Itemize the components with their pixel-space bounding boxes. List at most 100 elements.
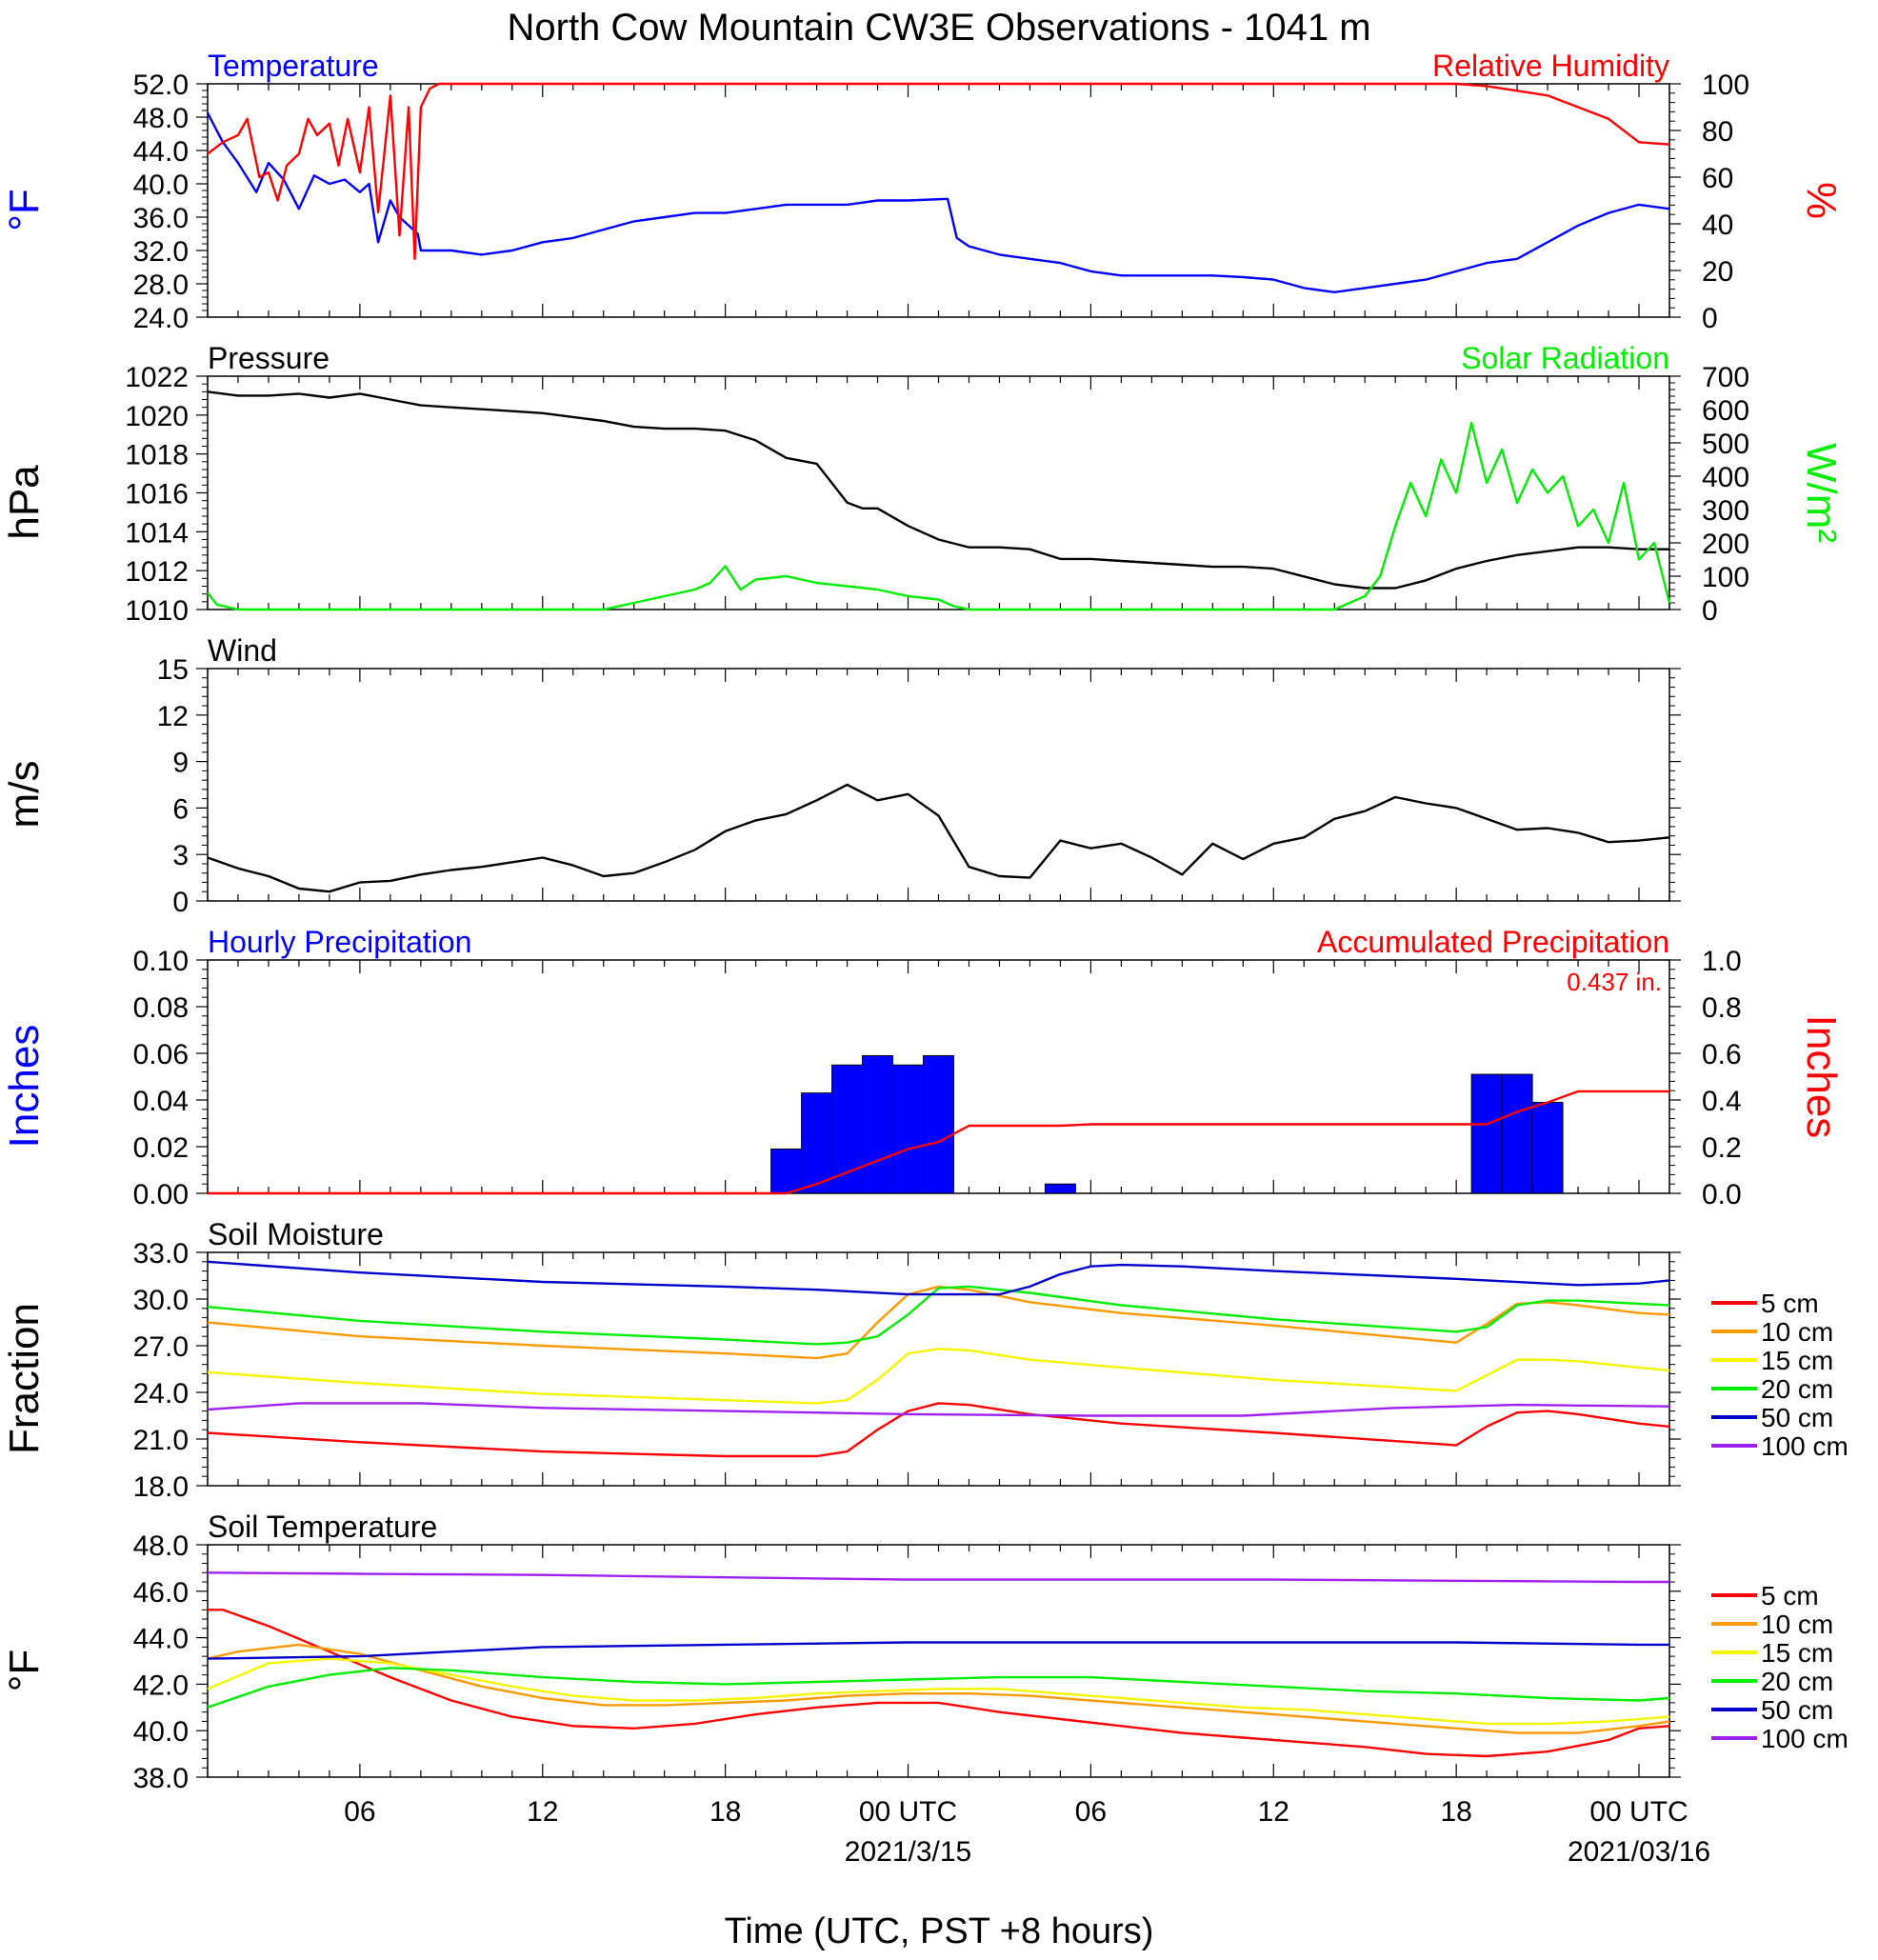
y-axis-label: m/s xyxy=(1,761,48,829)
y-tick-label: 15 xyxy=(157,654,189,686)
series-line-1 xyxy=(207,421,1671,611)
series-line-1 xyxy=(207,1285,1670,1360)
x-tick-label: 18 xyxy=(1440,1796,1471,1828)
precip-bar xyxy=(892,1064,925,1194)
series-line-0 xyxy=(207,1402,1670,1458)
y-axis-label-right: % xyxy=(1798,182,1845,219)
y-tick-label: 44.0 xyxy=(133,1624,189,1655)
series-line-1 xyxy=(207,1643,1670,1734)
y-tick-label: 0.04 xyxy=(133,1086,189,1117)
y-right-tick-label: 60 xyxy=(1702,163,1733,194)
x-tick-label: 00 UTC xyxy=(1589,1796,1688,1828)
y-tick-label: 0.00 xyxy=(133,1179,189,1210)
x-date-label: 2021/03/16 xyxy=(1568,1836,1710,1868)
y-tick-label: 1010 xyxy=(125,595,189,627)
y-right-tick-label: 0 xyxy=(1702,303,1718,334)
legend-label: 5 cm xyxy=(1761,1289,1819,1318)
y-axis-label: °F xyxy=(1,1650,48,1691)
precip-bar xyxy=(1044,1183,1076,1194)
precip-bar xyxy=(862,1054,894,1194)
y-tick-label: 0.02 xyxy=(133,1132,189,1164)
panel-title: Temperature xyxy=(208,49,379,83)
series-line-5 xyxy=(207,1571,1669,1584)
y-tick-label: 24.0 xyxy=(133,1378,189,1410)
precip-bar xyxy=(801,1092,833,1194)
series-line-3 xyxy=(207,1667,1670,1709)
y-right-tick-label: 100 xyxy=(1702,562,1749,593)
panel-title-right: Solar Radiation xyxy=(1461,341,1669,375)
legend-label: 100 cm xyxy=(1761,1431,1848,1461)
plot-frame xyxy=(207,83,1670,318)
y-tick-label: 0.06 xyxy=(133,1039,189,1070)
y-tick-label: 52.0 xyxy=(133,70,189,101)
y-tick-label: 0 xyxy=(172,887,189,918)
y-tick-label: 3 xyxy=(172,840,189,871)
y-tick-label: 33.0 xyxy=(133,1238,189,1270)
legend-label: 20 cm xyxy=(1761,1374,1833,1404)
panel-title: Wind xyxy=(208,633,277,668)
series-line-1 xyxy=(207,82,1670,260)
y-axis-label: hPa xyxy=(1,465,48,540)
series-line-4 xyxy=(207,1260,1670,1296)
x-date-label: 2021/3/15 xyxy=(845,1836,971,1868)
x-tick-label: 06 xyxy=(344,1796,375,1828)
series-line-0 xyxy=(207,783,1670,893)
main-title: North Cow Mountain CW3E Observations - 1… xyxy=(507,7,1370,49)
precip-bar xyxy=(831,1064,864,1194)
legend-label: 15 cm xyxy=(1761,1638,1833,1668)
legend-label: 50 cm xyxy=(1761,1695,1833,1725)
legend-label: 100 cm xyxy=(1761,1724,1848,1753)
series-line-5 xyxy=(207,1402,1670,1417)
y-tick-label: 12 xyxy=(157,701,189,732)
legend-label: 10 cm xyxy=(1761,1317,1833,1347)
y-tick-label: 1020 xyxy=(125,401,189,432)
y-tick-label: 30.0 xyxy=(133,1285,189,1316)
x-tick-label: 12 xyxy=(527,1796,558,1828)
series-line-3 xyxy=(207,1285,1670,1346)
y-right-tick-label: 600 xyxy=(1702,395,1749,427)
y-tick-label: 0.08 xyxy=(133,992,189,1024)
y-tick-label: 1012 xyxy=(125,556,189,588)
legend-label: 15 cm xyxy=(1761,1346,1833,1375)
panel-title: Soil Temperature xyxy=(208,1510,437,1544)
series-line-0 xyxy=(208,1090,1669,1195)
y-tick-label: 21.0 xyxy=(133,1425,189,1456)
y-tick-label: 6 xyxy=(172,793,189,825)
y-right-tick-label: 0.4 xyxy=(1702,1086,1742,1117)
series-line-4 xyxy=(207,1641,1669,1660)
series-line-2 xyxy=(207,1657,1670,1726)
y-right-tick-label: 0.6 xyxy=(1702,1039,1742,1070)
y-right-tick-label: 0.2 xyxy=(1702,1132,1742,1164)
y-tick-label: 40.0 xyxy=(133,170,189,201)
precip-bar xyxy=(923,1054,954,1194)
y-axis-label: Inches xyxy=(1,1025,48,1149)
x-tick-label: 06 xyxy=(1075,1796,1107,1828)
panel-title: Hourly Precipitation xyxy=(208,925,471,959)
accumulated-total-label: 0.437 in. xyxy=(1567,968,1662,996)
precip-bar xyxy=(1470,1073,1503,1194)
y-axis-label: Fraction xyxy=(1,1303,48,1454)
panel-title: Pressure xyxy=(208,341,330,375)
y-right-tick-label: 0.0 xyxy=(1702,1179,1742,1210)
precip-bar xyxy=(1501,1073,1533,1194)
y-right-tick-label: 200 xyxy=(1702,529,1749,560)
y-right-tick-label: 20 xyxy=(1702,256,1733,288)
y-right-tick-label: 700 xyxy=(1702,362,1749,393)
y-right-tick-label: 400 xyxy=(1702,462,1749,493)
y-right-tick-label: 300 xyxy=(1702,495,1749,527)
plot-frame xyxy=(207,375,1670,610)
series-line-0 xyxy=(206,112,1670,293)
panel-title: Soil Moisture xyxy=(208,1217,384,1251)
y-tick-label: 24.0 xyxy=(133,303,189,334)
series-line-2 xyxy=(207,1348,1670,1405)
y-right-tick-label: 1.0 xyxy=(1702,946,1742,977)
y-tick-label: 32.0 xyxy=(133,236,189,268)
x-axis-label: Time (UTC, PST +8 hours) xyxy=(725,1911,1154,1951)
x-tick-label: 00 UTC xyxy=(859,1796,957,1828)
panel-title-right: Relative Humidity xyxy=(1432,49,1669,83)
y-right-tick-label: 500 xyxy=(1702,429,1749,460)
y-tick-label: 27.0 xyxy=(133,1331,189,1363)
y-tick-label: 44.0 xyxy=(133,136,189,168)
y-tick-label: 38.0 xyxy=(133,1763,189,1794)
